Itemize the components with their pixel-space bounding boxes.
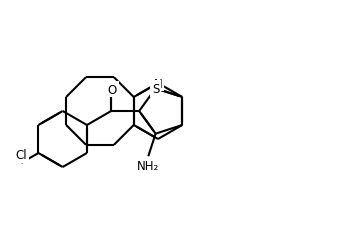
Text: S: S xyxy=(152,82,159,95)
Text: O: O xyxy=(108,83,117,96)
Text: Cl: Cl xyxy=(16,148,27,161)
Text: N: N xyxy=(153,77,163,90)
Text: NH₂: NH₂ xyxy=(137,160,159,172)
